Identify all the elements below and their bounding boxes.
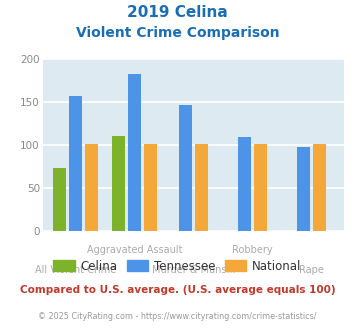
Bar bbox=[238, 137, 251, 231]
Bar bbox=[84, 144, 98, 231]
Legend: Celina, Tennessee, National: Celina, Tennessee, National bbox=[49, 255, 306, 278]
Text: 2019 Celina: 2019 Celina bbox=[127, 5, 228, 20]
Bar bbox=[144, 144, 157, 231]
Bar bbox=[254, 144, 267, 231]
Text: Compared to U.S. average. (U.S. average equals 100): Compared to U.S. average. (U.S. average … bbox=[20, 285, 335, 295]
Text: Violent Crime Comparison: Violent Crime Comparison bbox=[76, 26, 279, 40]
Bar bbox=[69, 96, 82, 231]
Bar bbox=[297, 147, 310, 231]
Bar bbox=[128, 74, 141, 231]
Text: Rape: Rape bbox=[299, 265, 324, 275]
Bar bbox=[112, 136, 125, 231]
Bar bbox=[195, 144, 208, 231]
Bar bbox=[53, 168, 66, 231]
Text: Aggravated Assault: Aggravated Assault bbox=[87, 245, 182, 255]
Text: Robbery: Robbery bbox=[232, 245, 273, 255]
Bar bbox=[313, 144, 326, 231]
Text: © 2025 CityRating.com - https://www.cityrating.com/crime-statistics/: © 2025 CityRating.com - https://www.city… bbox=[38, 312, 317, 321]
Text: Murder & Mans...: Murder & Mans... bbox=[152, 265, 235, 275]
Text: All Violent Crime: All Violent Crime bbox=[34, 265, 116, 275]
Bar bbox=[179, 105, 192, 231]
